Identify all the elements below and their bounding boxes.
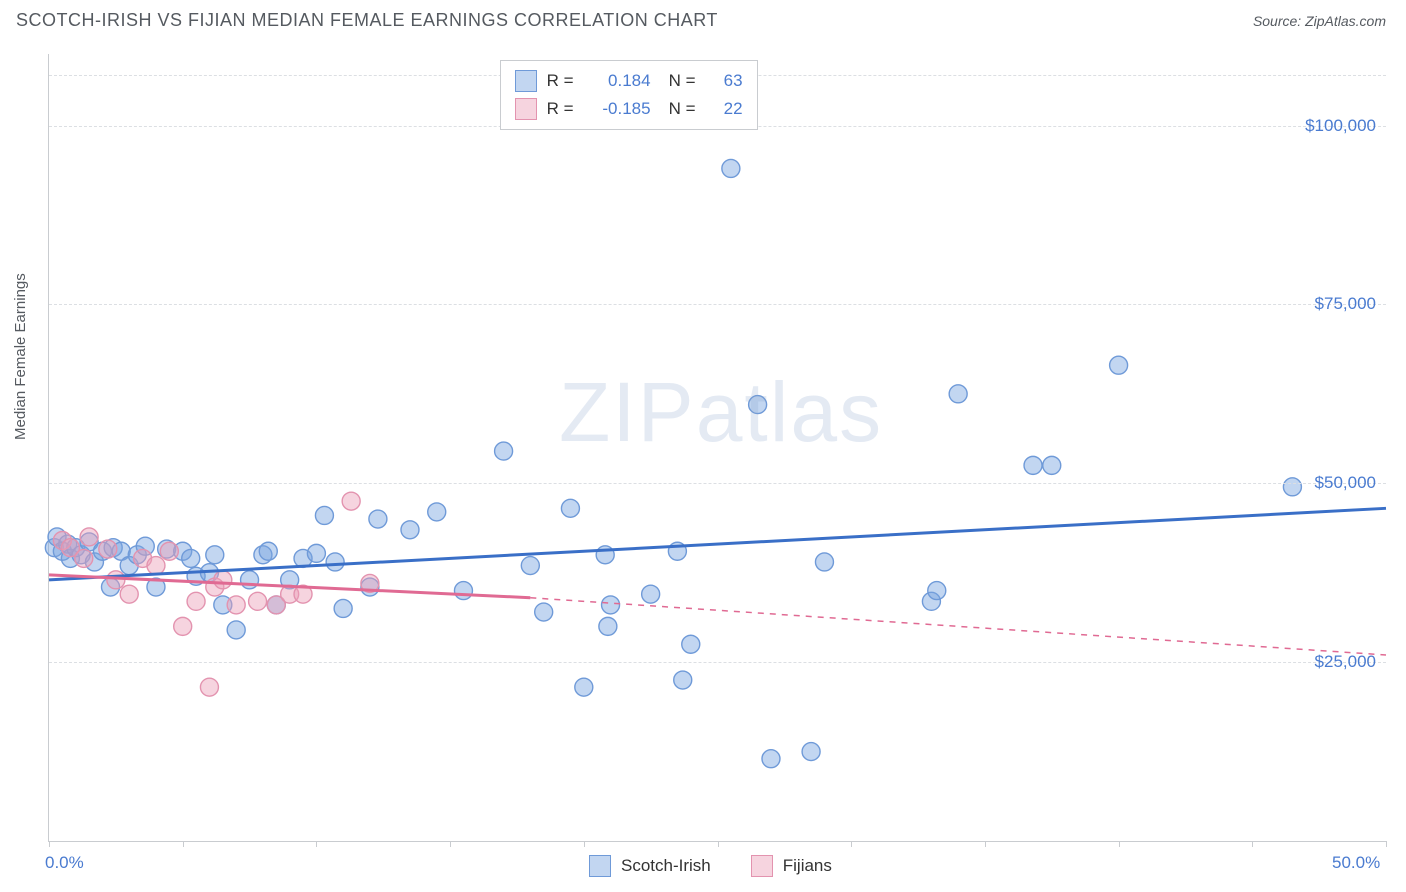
trend-line-scotch-irish — [49, 508, 1386, 580]
data-point — [75, 549, 93, 567]
gridline-h — [49, 304, 1386, 305]
data-point — [369, 510, 387, 528]
legend-n-label: N = — [669, 99, 703, 119]
data-point — [214, 571, 232, 589]
data-point — [120, 585, 138, 603]
legend-n-value: 22 — [713, 99, 743, 119]
data-point — [174, 617, 192, 635]
data-point — [326, 553, 344, 571]
data-point — [227, 596, 245, 614]
chart-title: SCOTCH-IRISH VS FIJIAN MEDIAN FEMALE EAR… — [16, 10, 718, 31]
header-bar: SCOTCH-IRISH VS FIJIAN MEDIAN FEMALE EAR… — [0, 0, 1406, 37]
data-point — [107, 571, 125, 589]
legend-r-label: R = — [547, 99, 581, 119]
legend-swatch — [515, 98, 537, 120]
data-point — [99, 540, 117, 558]
data-point — [342, 492, 360, 510]
data-point — [749, 396, 767, 414]
data-point — [206, 546, 224, 564]
correlation-legend: R = 0.184 N = 63 R = -0.185 N = 22 — [500, 60, 758, 130]
data-point — [334, 599, 352, 617]
y-axis-label: Median Female Earnings — [12, 273, 29, 440]
legend-r-label: R = — [547, 71, 581, 91]
data-point — [401, 521, 419, 539]
data-point — [561, 499, 579, 517]
gridline-h — [49, 483, 1386, 484]
data-point — [454, 582, 472, 600]
legend-row: R = -0.185 N = 22 — [515, 95, 743, 123]
legend-row: R = 0.184 N = 63 — [515, 67, 743, 95]
y-tick-label: $50,000 — [1315, 473, 1376, 493]
legend-swatch — [589, 855, 611, 877]
data-point — [1043, 456, 1061, 474]
y-tick-label: $100,000 — [1305, 116, 1376, 136]
data-point — [80, 528, 98, 546]
data-point — [428, 503, 446, 521]
legend-r-value: -0.185 — [591, 99, 651, 119]
data-point — [307, 544, 325, 562]
data-point — [802, 743, 820, 761]
data-point — [575, 678, 593, 696]
x-tick — [316, 841, 317, 847]
data-point — [535, 603, 553, 621]
data-point — [521, 557, 539, 575]
data-point — [200, 678, 218, 696]
x-tick — [584, 841, 585, 847]
data-point — [1283, 478, 1301, 496]
legend-n-value: 63 — [713, 71, 743, 91]
series-legend-item: Fijians — [751, 855, 832, 877]
data-point — [315, 506, 333, 524]
data-point — [227, 621, 245, 639]
data-point — [182, 549, 200, 567]
x-tick — [718, 841, 719, 847]
x-tick — [450, 841, 451, 847]
legend-n-label: N = — [669, 71, 703, 91]
data-point — [147, 557, 165, 575]
data-point — [602, 596, 620, 614]
scatter-svg — [49, 54, 1386, 841]
series-legend-label: Fijians — [783, 856, 832, 876]
x-tick-label: 0.0% — [45, 853, 84, 873]
data-point — [722, 159, 740, 177]
x-tick — [1386, 841, 1387, 847]
source-label: Source: ZipAtlas.com — [1253, 13, 1386, 29]
y-tick-label: $75,000 — [1315, 294, 1376, 314]
data-point — [495, 442, 513, 460]
y-tick-label: $25,000 — [1315, 652, 1376, 672]
x-tick — [985, 841, 986, 847]
data-point — [599, 617, 617, 635]
data-point — [928, 582, 946, 600]
x-tick-label: 50.0% — [1332, 853, 1380, 873]
gridline-h — [49, 662, 1386, 663]
x-tick — [1119, 841, 1120, 847]
data-point — [187, 592, 205, 610]
data-point — [160, 542, 178, 560]
x-tick — [851, 841, 852, 847]
data-point — [815, 553, 833, 571]
data-point — [674, 671, 692, 689]
data-point — [642, 585, 660, 603]
series-legend-item: Scotch-Irish — [589, 855, 711, 877]
x-tick — [49, 841, 50, 847]
series-legend: Scotch-Irish Fijians — [589, 855, 832, 877]
trend-line-fijians-dashed — [530, 598, 1386, 655]
data-point — [1110, 356, 1128, 374]
data-point — [682, 635, 700, 653]
chart-plot-area: $25,000$50,000$75,000$100,0000.0%50.0%ZI… — [48, 54, 1386, 842]
legend-r-value: 0.184 — [591, 71, 651, 91]
data-point — [249, 592, 267, 610]
x-tick — [183, 841, 184, 847]
legend-swatch — [751, 855, 773, 877]
data-point — [259, 542, 277, 560]
x-tick — [1252, 841, 1253, 847]
data-point — [762, 750, 780, 768]
data-point — [1024, 456, 1042, 474]
series-legend-label: Scotch-Irish — [621, 856, 711, 876]
legend-swatch — [515, 70, 537, 92]
data-point — [949, 385, 967, 403]
